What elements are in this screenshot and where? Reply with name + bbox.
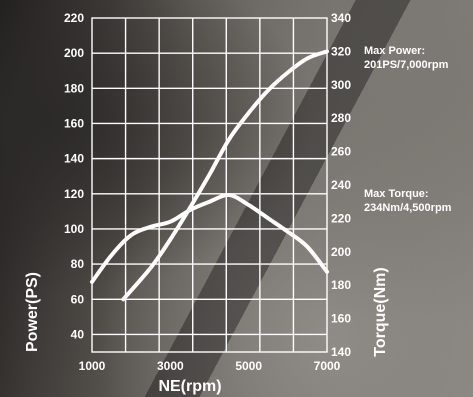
y-left-tick-label: 160 bbox=[64, 116, 84, 130]
max-power-annotation-title: Max Power: bbox=[364, 45, 425, 57]
tick-labels: 40 60 80 100 120 140 160 180 200 220 140 160 180 200 2… bbox=[64, 11, 351, 373]
y-left-tick-label: 80 bbox=[71, 257, 85, 271]
y-left-tick-label: 140 bbox=[64, 152, 84, 166]
x-tick-label: 3000 bbox=[157, 359, 184, 373]
y-left-tick-label: 100 bbox=[64, 222, 84, 236]
y-right-tick-label: 300 bbox=[331, 78, 351, 92]
y-right-tick-label: 200 bbox=[331, 245, 351, 259]
left-y-axis-label: Power(PS) bbox=[24, 272, 41, 352]
y-right-tick-label: 320 bbox=[331, 44, 351, 58]
right-y-axis-label: Torque(Nm) bbox=[372, 267, 389, 356]
y-right-tick-label: 140 bbox=[331, 345, 351, 359]
plot-frame bbox=[91, 17, 328, 353]
y-left-tick-label: 180 bbox=[64, 81, 84, 95]
y-right-tick-label: 240 bbox=[331, 178, 351, 192]
y-left-tick-label: 120 bbox=[64, 187, 84, 201]
max-torque-annotation-value: 234Nm/4,500rpm bbox=[364, 202, 452, 214]
max-power-annotation-value: 201PS/7,000rpm bbox=[364, 59, 449, 71]
x-tick-label: 1000 bbox=[79, 359, 106, 373]
y-left-tick-label: 40 bbox=[71, 327, 85, 341]
y-right-tick-label: 180 bbox=[331, 278, 351, 292]
y-right-tick-label: 220 bbox=[331, 211, 351, 225]
max-torque-annotation-title: Max Torque: bbox=[364, 188, 429, 200]
curves bbox=[90, 49, 329, 302]
y-right-tick-label: 340 bbox=[331, 11, 351, 25]
x-tick-label: 5000 bbox=[235, 359, 262, 373]
x-tick-label: 7000 bbox=[314, 359, 341, 373]
y-left-tick-label: 220 bbox=[64, 11, 84, 25]
y-right-tick-label: 160 bbox=[331, 312, 351, 326]
y-right-tick-label: 260 bbox=[331, 145, 351, 159]
y-left-tick-label: 60 bbox=[71, 292, 85, 306]
power-curve bbox=[121, 49, 329, 302]
y-right-tick-label: 280 bbox=[331, 111, 351, 125]
y-left-tick-label: 200 bbox=[64, 46, 84, 60]
torque-curve bbox=[90, 192, 329, 284]
x-axis-label: NE(rpm) bbox=[158, 378, 221, 395]
